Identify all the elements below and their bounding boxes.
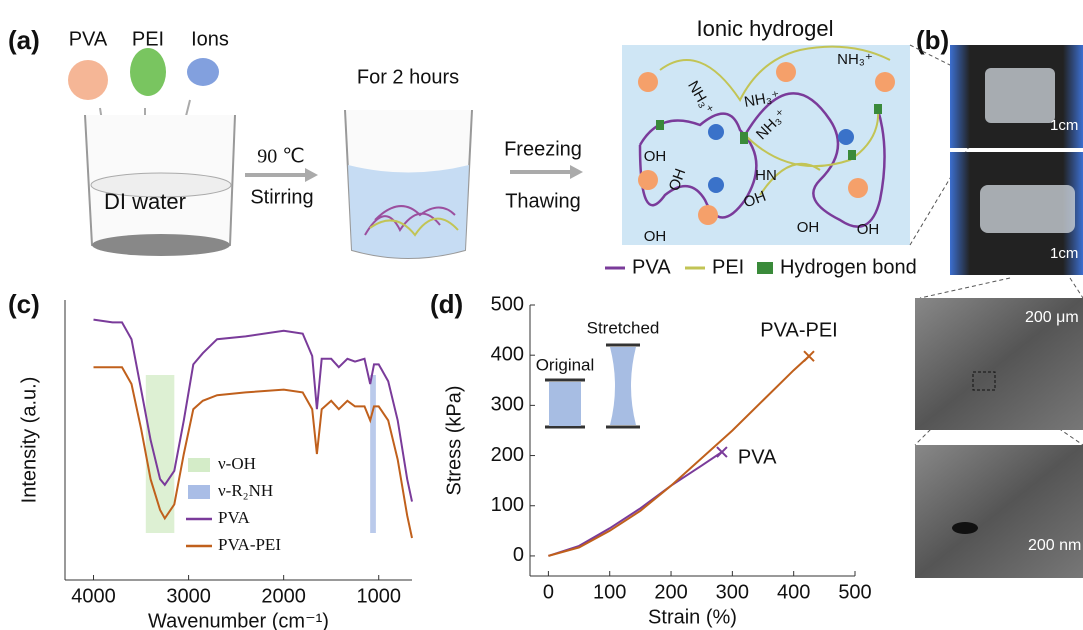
scale-bar-label: 200 μm <box>1025 309 1079 326</box>
y-tick-label: 200 <box>491 444 524 466</box>
x-axis-label: Strain (%) <box>648 606 737 628</box>
x-tick-label: 4000 <box>71 585 116 607</box>
x-tick-label: 3000 <box>166 585 211 607</box>
panel-label: (b) <box>916 25 949 55</box>
chemical-group: OH <box>644 148 667 165</box>
sem-image <box>915 445 1083 578</box>
y-axis-label: Stress (kPa) <box>443 385 465 495</box>
step-label: Thawing <box>505 190 581 212</box>
scale-bar-label: 200 nm <box>1028 537 1081 554</box>
series-line <box>548 452 722 556</box>
legend-label: ν-OH <box>218 454 256 473</box>
x-tick-label: 400 <box>777 581 810 603</box>
legend-swatch <box>188 485 210 499</box>
x-tick-label: 100 <box>593 581 626 603</box>
annotation: Original <box>536 355 595 374</box>
photos: 1cm 1cm 200 μm 200 nm <box>915 45 1083 578</box>
end-marker <box>804 351 814 361</box>
inset-shape <box>610 347 636 425</box>
hydrogel-title: Ionic hydrogel <box>697 16 834 41</box>
sample <box>985 68 1055 123</box>
step-label: Stirring <box>250 186 313 208</box>
reagent: PEI <box>132 28 164 50</box>
y-tick-label: 500 <box>491 293 524 315</box>
x-tick-label: 0 <box>543 581 554 603</box>
y-tick-label: 100 <box>491 494 524 516</box>
chemical-group: OH <box>797 219 820 236</box>
x-tick-label: 200 <box>654 581 687 603</box>
series-label: PVA <box>738 446 777 468</box>
legend-label: PVA <box>632 256 671 278</box>
scale-bar-label: 1cm <box>1050 245 1078 262</box>
y-tick-label: 0 <box>513 544 524 566</box>
legend-swatch <box>188 458 210 472</box>
beaker-label: DI water <box>104 189 186 214</box>
annotation: Stretched <box>587 318 660 337</box>
arrow <box>245 168 318 182</box>
reagent: PVA <box>69 28 108 50</box>
panel-label: (a) <box>8 25 40 55</box>
chemical-group: NH₃⁺ <box>837 51 873 68</box>
y-tick-label: 300 <box>491 394 524 416</box>
series-label: PVA-PEI <box>760 319 837 341</box>
step-label: Freezing <box>504 138 582 160</box>
particles <box>68 60 108 100</box>
beaker-label: For 2 hours <box>357 66 459 88</box>
series-line <box>94 320 413 502</box>
pore <box>952 522 978 534</box>
beaker-base <box>92 234 230 256</box>
reagent: Ions <box>191 28 229 50</box>
legend-label: ν-R₂NH <box>218 481 273 500</box>
arrow <box>510 165 583 179</box>
step-label: 90 ℃ <box>257 146 304 168</box>
legend-label: PEI <box>712 256 744 278</box>
x-tick-label: 500 <box>838 581 871 603</box>
panel-label: (c) <box>8 289 40 319</box>
particles <box>187 58 219 86</box>
legend-swatch <box>757 262 773 274</box>
x-axis-label: Wavenumber (cm⁻¹) <box>148 610 329 630</box>
y-axis-label: Intensity (a.u.) <box>18 377 40 504</box>
scale-bar-label: 1cm <box>1050 117 1078 134</box>
inset-shape <box>549 382 581 426</box>
chemical-group: HN <box>755 167 777 184</box>
chemical-group: OH <box>857 221 880 238</box>
particles <box>130 48 166 96</box>
legend-label: PVA-PEI <box>218 535 281 554</box>
legend-label: Hydrogen bond <box>780 256 917 278</box>
y-tick-label: 400 <box>491 343 524 365</box>
figure: (a) (b) (c) (d) PVA PEI Ions DI water 90… <box>0 0 1083 630</box>
end-marker <box>717 447 727 457</box>
x-tick-label: 300 <box>716 581 749 603</box>
panel-label: (d) <box>430 289 463 319</box>
band <box>370 375 376 533</box>
legend-label: PVA <box>218 508 251 527</box>
sample <box>980 185 1075 233</box>
chemical-group: OH <box>644 228 667 245</box>
x-tick-label: 2000 <box>261 585 306 607</box>
x-tick-label: 1000 <box>356 585 401 607</box>
